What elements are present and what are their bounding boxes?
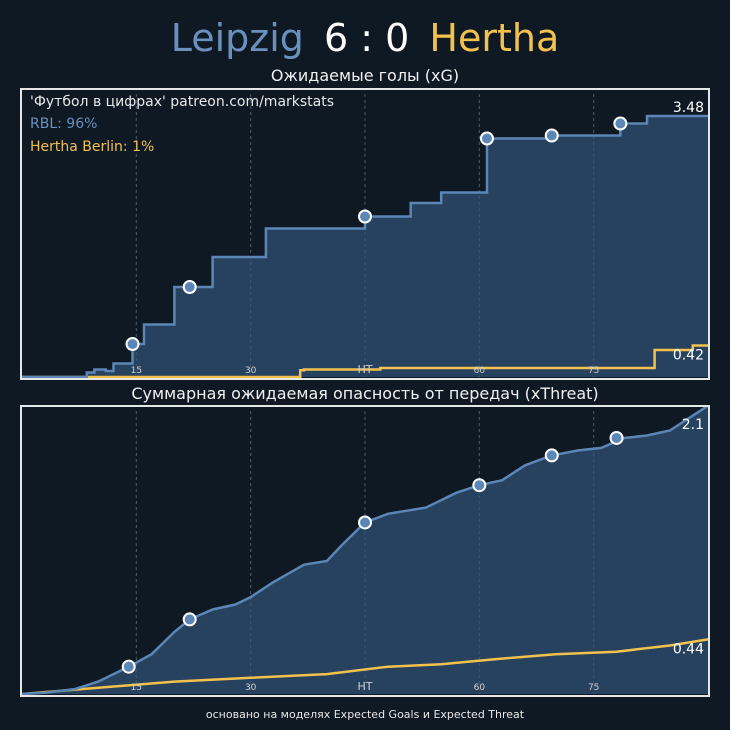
xg-chart-panel: 15 30 HT 60 75 3.48 0.42 'Футбол в цифрах' pat… bbox=[20, 88, 710, 380]
xthreat-chart-panel: 15 30 HT 60 75 2.1 0.44 bbox=[20, 405, 710, 697]
xg-tick-label: 75 bbox=[588, 366, 599, 376]
xthreat-goal-marker bbox=[121, 659, 136, 674]
legend-away: Hertha Berlin: 1% bbox=[30, 139, 155, 155]
xthreat-home-line bbox=[22, 407, 708, 695]
xthreat-goal-marker bbox=[358, 515, 372, 530]
xg-goal-marker bbox=[182, 280, 197, 294]
xthreat-chart-title: Суммарная ожидаемая опасность от передач… bbox=[131, 384, 599, 403]
xg-chart: 15 30 HT 60 75 3.48 0.42 bbox=[22, 94, 708, 378]
xg-goal-marker bbox=[125, 337, 140, 351]
xg-goal-marker bbox=[544, 128, 559, 143]
xg-chart-title: Ожидаемые голы (xG) bbox=[270, 66, 460, 85]
source-credit: 'Футбол в цифрах' patreon.com/markstats bbox=[30, 94, 335, 110]
xthreat-tick-label: 15 bbox=[131, 683, 142, 693]
xg-away-end-label: 0.42 bbox=[673, 348, 704, 364]
xthreat-home-end-label: 2.1 bbox=[682, 417, 704, 433]
xthreat-tick-label: 75 bbox=[588, 683, 599, 693]
xthreat-chart: 15 30 HT 60 75 2.1 0.44 bbox=[22, 407, 708, 695]
xthreat-tick-label: 60 bbox=[474, 683, 486, 693]
score-value: 6 : 0 bbox=[324, 16, 410, 60]
xg-home-end-label: 3.48 bbox=[673, 100, 704, 116]
xg-goal-marker bbox=[613, 116, 628, 131]
xg-tick-label: HT bbox=[358, 363, 373, 376]
xthreat-tick-label: 30 bbox=[245, 683, 257, 693]
xthreat-goal-marker bbox=[544, 448, 559, 463]
xg-goal-marker bbox=[479, 131, 494, 146]
home-team-name: Leipzig bbox=[170, 16, 304, 60]
xg-tick-label: 30 bbox=[245, 366, 257, 376]
xthreat-goal-marker bbox=[472, 478, 487, 493]
match-score: Leipzig 6 : 0 Hertha bbox=[0, 14, 730, 62]
xg-tick-label: 60 bbox=[474, 366, 486, 376]
legend-home: RBL: 96% bbox=[30, 116, 98, 132]
xthreat-away-line bbox=[22, 638, 708, 695]
away-team-name: Hertha bbox=[429, 16, 560, 60]
xthreat-away-end-label: 0.44 bbox=[673, 641, 704, 657]
xg-tick-label: 15 bbox=[131, 366, 142, 376]
xg-home-line bbox=[22, 114, 708, 378]
xthreat-goal-marker bbox=[609, 430, 624, 445]
xg-away-line bbox=[22, 344, 708, 378]
xg-goal-marker bbox=[358, 209, 372, 224]
xthreat-tick-label: HT bbox=[358, 680, 373, 693]
xthreat-goal-marker bbox=[182, 612, 197, 627]
footer-note: основано на моделях Expected Goals и Exp… bbox=[205, 708, 525, 721]
